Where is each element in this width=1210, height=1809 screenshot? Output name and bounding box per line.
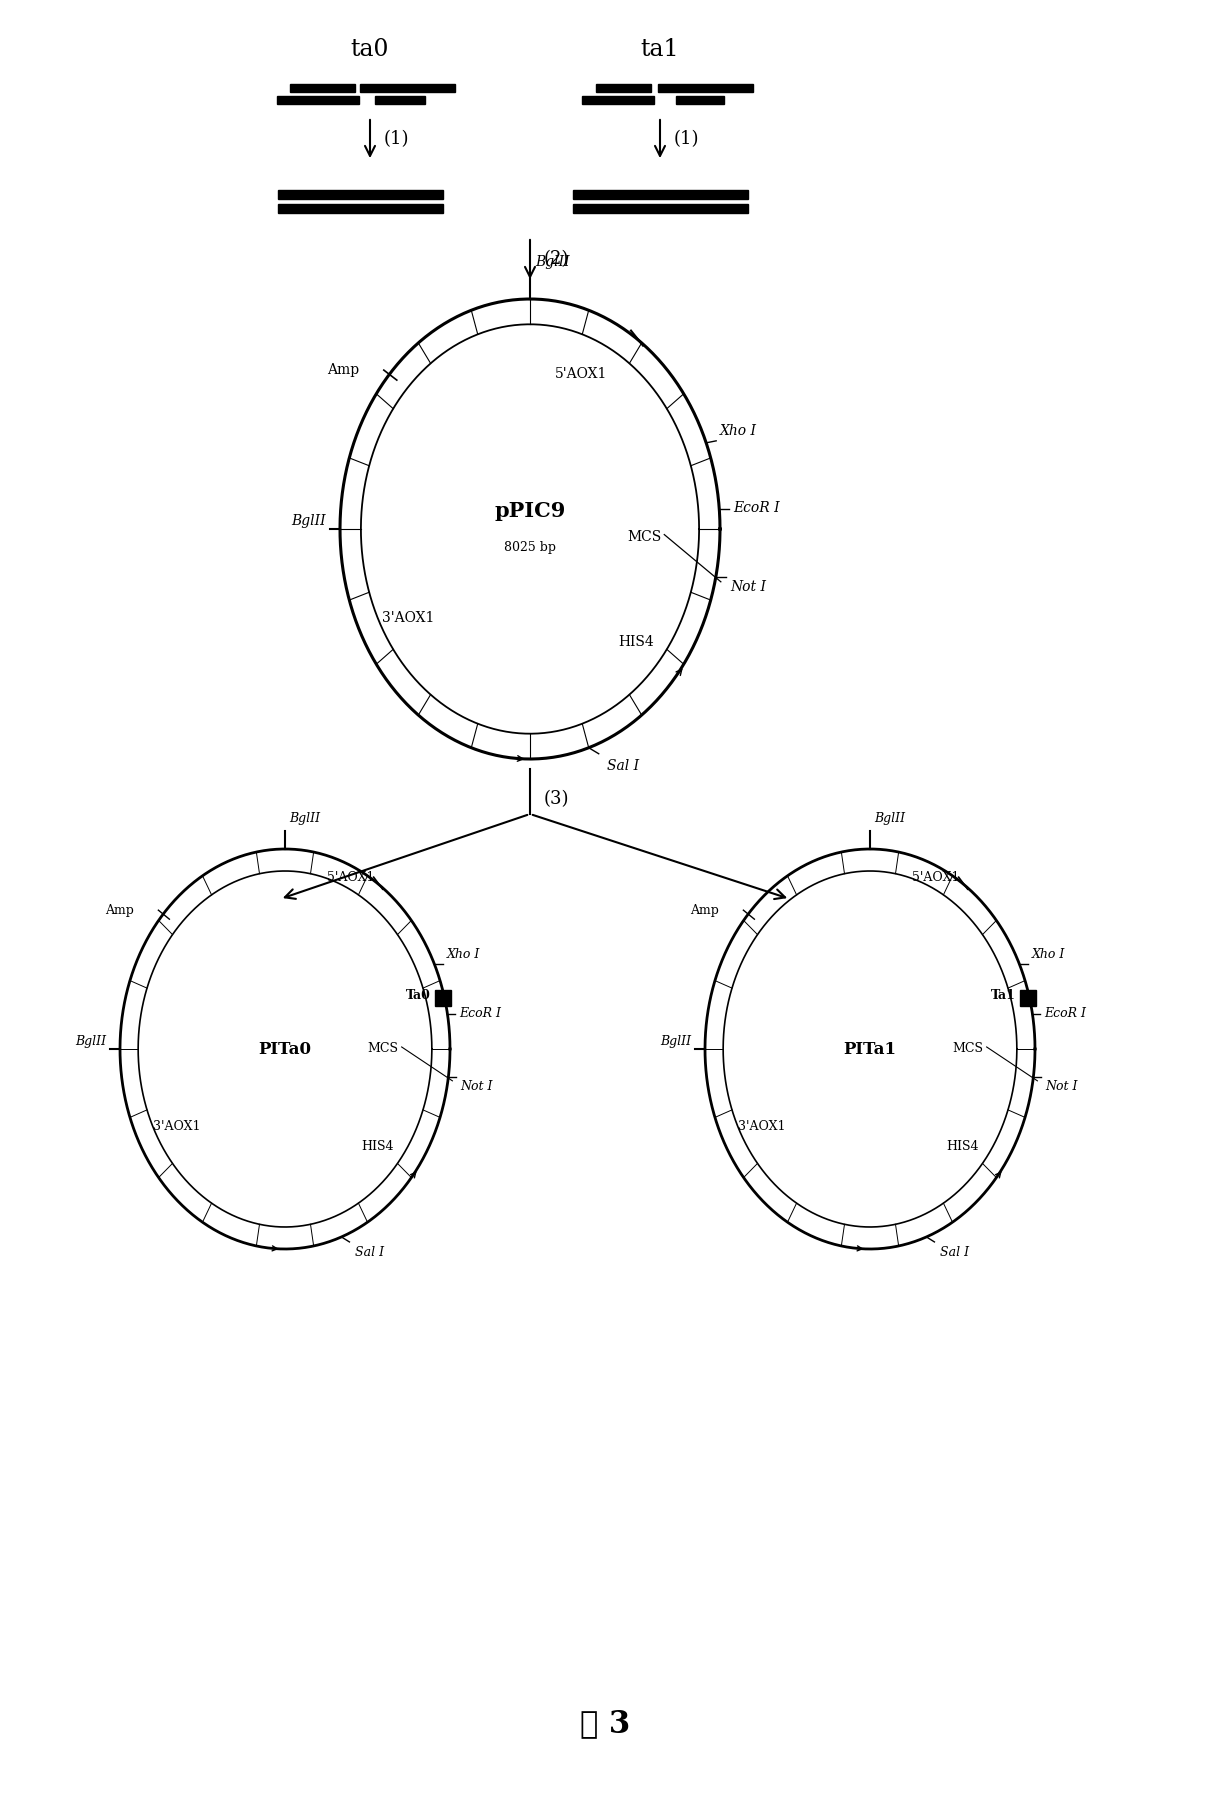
Text: MCS: MCS <box>627 530 662 543</box>
Bar <box>289 83 355 92</box>
Text: BglII: BglII <box>289 812 321 825</box>
Text: EcoR I: EcoR I <box>460 1008 501 1020</box>
Bar <box>582 96 653 103</box>
Bar <box>277 203 443 212</box>
Bar <box>676 96 724 103</box>
Text: BglII: BglII <box>292 514 325 528</box>
Text: Ta1: Ta1 <box>991 990 1015 1002</box>
Text: 3'AOX1: 3'AOX1 <box>381 611 434 626</box>
Text: 3'AOX1: 3'AOX1 <box>738 1120 785 1132</box>
Bar <box>359 83 455 92</box>
Text: 图 3: 图 3 <box>580 1708 630 1740</box>
Text: Not I: Not I <box>730 581 766 593</box>
Bar <box>436 990 451 1006</box>
Text: Sal I: Sal I <box>606 758 639 772</box>
Bar <box>277 190 443 199</box>
Text: ta0: ta0 <box>351 38 390 60</box>
Text: (1): (1) <box>674 130 699 148</box>
Text: EcoR I: EcoR I <box>733 501 780 516</box>
Text: 8025 bp: 8025 bp <box>505 541 557 554</box>
Text: MCS: MCS <box>368 1042 398 1055</box>
Bar <box>572 203 748 212</box>
Text: pPIC9: pPIC9 <box>495 501 566 521</box>
Text: 5'AOX1: 5'AOX1 <box>327 870 375 883</box>
Text: 5'AOX1: 5'AOX1 <box>554 367 607 382</box>
Text: ta1: ta1 <box>640 38 679 60</box>
Text: Amp: Amp <box>105 904 134 917</box>
Text: (2): (2) <box>544 250 570 268</box>
Text: Xho I: Xho I <box>1032 948 1065 961</box>
Text: PITa1: PITa1 <box>843 1040 897 1058</box>
Text: 5'AOX1: 5'AOX1 <box>912 870 960 883</box>
Text: BglII: BglII <box>75 1035 106 1049</box>
Text: (1): (1) <box>384 130 409 148</box>
Bar <box>1020 990 1037 1006</box>
Bar <box>277 96 359 103</box>
Text: BglII: BglII <box>535 255 570 270</box>
Bar <box>572 190 748 199</box>
Text: (3): (3) <box>544 791 570 809</box>
Text: Sal I: Sal I <box>940 1246 969 1259</box>
Text: Amp: Amp <box>327 364 359 376</box>
Text: Not I: Not I <box>460 1080 492 1093</box>
Bar <box>595 83 651 92</box>
Bar <box>375 96 425 103</box>
Text: BglII: BglII <box>874 812 905 825</box>
Text: HIS4: HIS4 <box>361 1140 393 1152</box>
Text: HIS4: HIS4 <box>946 1140 979 1152</box>
Text: Amp: Amp <box>691 904 720 917</box>
Text: Sal I: Sal I <box>356 1246 385 1259</box>
Text: Ta0: Ta0 <box>405 990 431 1002</box>
Text: HIS4: HIS4 <box>618 635 653 649</box>
Text: MCS: MCS <box>952 1042 984 1055</box>
Text: Xho I: Xho I <box>720 423 757 438</box>
Text: EcoR I: EcoR I <box>1044 1008 1087 1020</box>
Text: PITa0: PITa0 <box>259 1040 311 1058</box>
Text: Not I: Not I <box>1045 1080 1078 1093</box>
Text: BglII: BglII <box>659 1035 691 1049</box>
Bar <box>657 83 753 92</box>
Text: Xho I: Xho I <box>446 948 480 961</box>
Text: 3'AOX1: 3'AOX1 <box>154 1120 201 1132</box>
